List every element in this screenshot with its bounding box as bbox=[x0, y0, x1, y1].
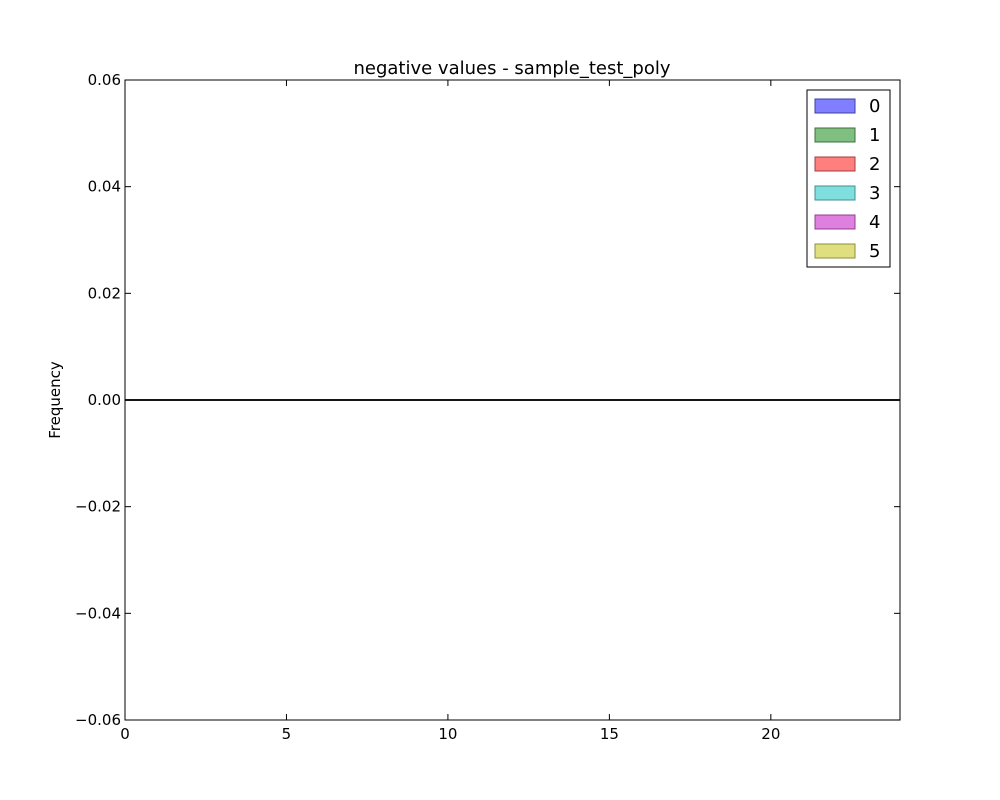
chart-title: negative values - sample_test_poly bbox=[353, 58, 670, 79]
legend-swatch-2 bbox=[814, 156, 856, 172]
legend-label-2: 2 bbox=[869, 154, 880, 175]
plot-frame bbox=[124, 79, 901, 721]
legend-swatch-5 bbox=[814, 243, 856, 259]
legend-box bbox=[806, 89, 891, 268]
y-axis-label: Frequency bbox=[46, 361, 64, 439]
legend-swatch-0 bbox=[814, 98, 856, 114]
legend-label-5: 5 bbox=[869, 241, 880, 262]
y-tick-label: 0.00 bbox=[88, 391, 121, 409]
legend-label-4: 4 bbox=[869, 212, 880, 233]
x-tick-label: 0 bbox=[120, 725, 130, 743]
ticks-layer: 0 5 10 15 200.060.040.020.00−0.02−0.04−0.06 bbox=[75, 71, 900, 743]
y-tick-label: −0.06 bbox=[75, 711, 121, 729]
legend-label-3: 3 bbox=[869, 183, 880, 204]
legend-swatch-4 bbox=[814, 214, 856, 230]
legend-label-1: 1 bbox=[869, 125, 880, 146]
legend-swatch-3 bbox=[814, 185, 856, 201]
x-tick-label: 5 bbox=[282, 725, 292, 743]
legend: 0 1 2 3 4 5 bbox=[806, 89, 891, 268]
legend-swatch-1 bbox=[814, 127, 856, 143]
x-tick-label: 15 bbox=[600, 725, 619, 743]
y-tick-label: 0.04 bbox=[88, 178, 121, 196]
x-tick-label: 20 bbox=[761, 725, 780, 743]
y-tick-label: −0.02 bbox=[75, 498, 121, 516]
y-tick-label: 0.02 bbox=[88, 284, 121, 302]
y-tick-label: −0.04 bbox=[75, 604, 121, 622]
y-tick-label: 0.06 bbox=[88, 71, 121, 89]
legend-label-0: 0 bbox=[869, 96, 880, 117]
x-tick-label: 10 bbox=[438, 725, 457, 743]
